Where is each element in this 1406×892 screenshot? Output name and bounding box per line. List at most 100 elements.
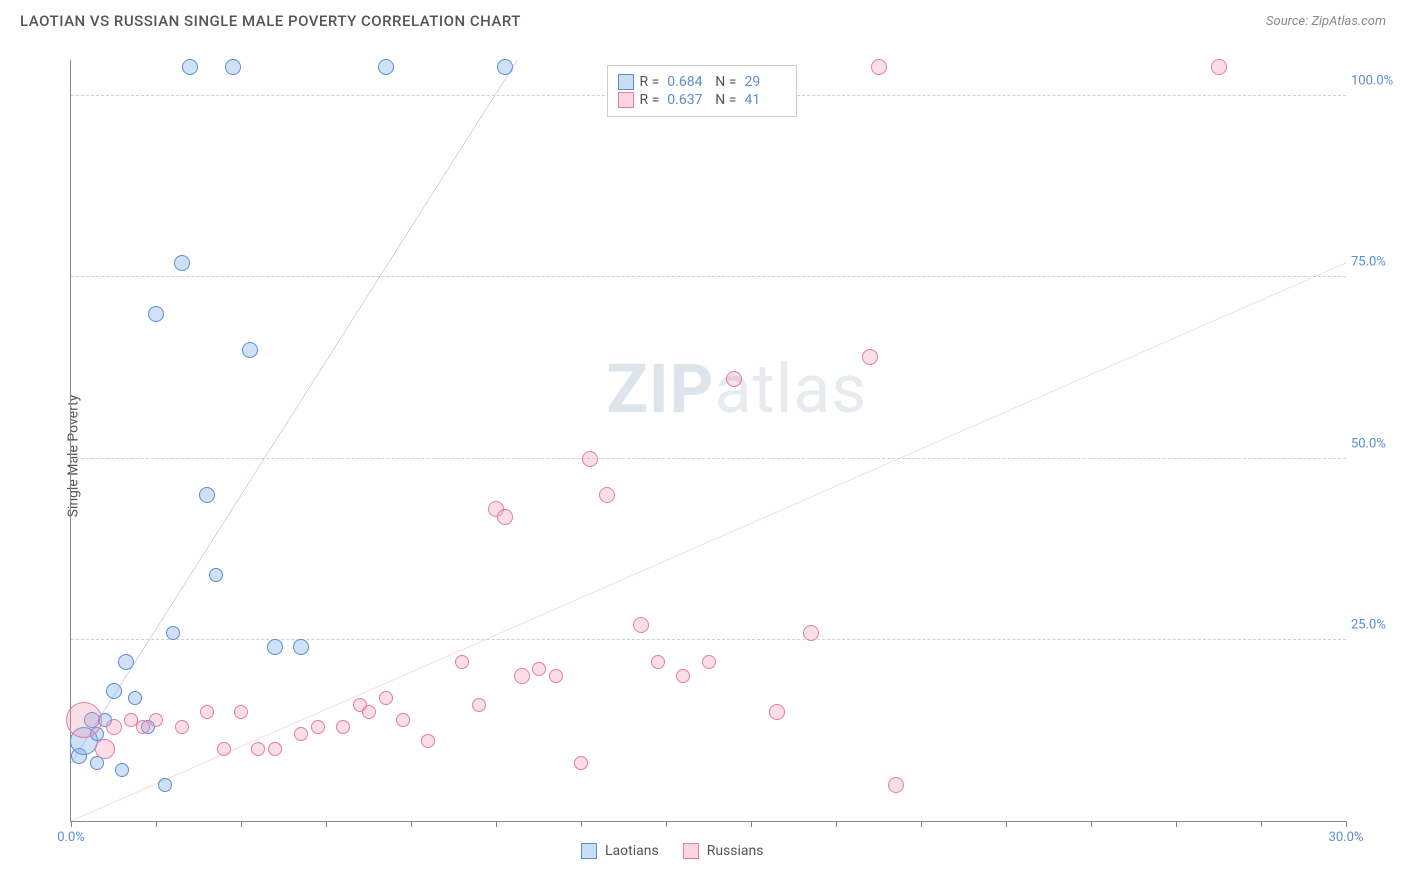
data-point-laotians — [293, 639, 309, 655]
data-point-russians — [379, 691, 393, 705]
x-tick-mark — [1091, 821, 1092, 827]
data-point-russians — [106, 719, 122, 735]
data-point-russians — [217, 742, 231, 756]
data-point-russians — [294, 727, 308, 741]
x-tick-mark — [581, 821, 582, 827]
y-tick-label: 75.0% — [1351, 255, 1401, 270]
x-tick-mark — [1176, 821, 1177, 827]
data-point-laotians — [166, 626, 180, 640]
chart-header: LAOTIAN VS RUSSIAN SINGLE MALE POVERTY C… — [0, 0, 1406, 36]
data-point-russians — [574, 756, 588, 770]
data-point-russians — [251, 742, 265, 756]
y-tick-label: 100.0% — [1351, 74, 1401, 89]
legend-row-laotians: R = 0.684 N = 29 — [618, 74, 787, 90]
r-label: R = — [640, 74, 660, 90]
data-point-russians — [472, 698, 486, 712]
legend-item-russians: Russians — [683, 843, 764, 859]
data-point-russians — [1211, 59, 1227, 75]
data-point-russians — [651, 655, 665, 669]
gridline-h — [71, 276, 1346, 277]
data-point-laotians — [225, 59, 241, 75]
data-point-laotians — [128, 691, 142, 705]
data-point-laotians — [267, 639, 283, 655]
data-point-russians — [95, 739, 115, 759]
swatch-pink — [618, 92, 634, 108]
legend-label-laotians: Laotians — [605, 843, 659, 859]
r-value-laotians: 0.684 — [667, 74, 709, 90]
swatch-blue — [581, 843, 597, 859]
x-tick-mark — [241, 821, 242, 827]
data-point-russians — [421, 734, 435, 748]
data-point-laotians — [158, 778, 172, 792]
data-point-laotians — [115, 763, 129, 777]
x-tick-mark — [156, 821, 157, 827]
data-point-russians — [455, 655, 469, 669]
x-tick-label: 30.0% — [1329, 830, 1364, 845]
data-point-russians — [769, 704, 785, 720]
data-point-laotians — [106, 683, 122, 699]
swatch-blue — [618, 74, 634, 90]
x-tick-mark — [1346, 821, 1347, 827]
n-value-russians: 41 — [744, 92, 786, 108]
watermark-atlas: atlas — [715, 349, 868, 429]
data-point-russians — [862, 349, 878, 365]
legend-row-russians: R = 0.637 N = 41 — [618, 92, 787, 108]
x-tick-mark — [666, 821, 667, 827]
data-point-russians — [396, 713, 410, 727]
data-point-russians — [514, 668, 530, 684]
x-tick-mark — [1006, 821, 1007, 827]
data-point-laotians — [497, 59, 513, 75]
legend-item-laotians: Laotians — [581, 843, 659, 859]
data-point-russians — [234, 705, 248, 719]
series-legend: Laotians Russians — [581, 843, 763, 859]
data-point-russians — [497, 509, 513, 525]
data-point-laotians — [209, 568, 223, 582]
data-point-laotians — [242, 342, 258, 358]
source-name: ZipAtlas.com — [1311, 14, 1386, 29]
data-point-laotians — [118, 654, 134, 670]
x-tick-mark — [411, 821, 412, 827]
data-point-laotians — [378, 59, 394, 75]
x-tick-mark — [496, 821, 497, 827]
x-tick-mark — [921, 821, 922, 827]
data-point-russians — [633, 617, 649, 633]
x-tick-label: 0.0% — [57, 830, 85, 845]
data-point-russians — [599, 487, 615, 503]
data-point-russians — [532, 662, 546, 676]
data-point-russians — [149, 713, 163, 727]
data-point-russians — [175, 720, 189, 734]
x-tick-mark — [751, 821, 752, 827]
r-value-russians: 0.637 — [667, 92, 709, 108]
plot-area: ZIPatlas R = 0.684 N = 29 R = 0.637 N = … — [70, 60, 1346, 822]
data-point-russians — [549, 669, 563, 683]
y-tick-label: 25.0% — [1351, 617, 1401, 632]
correlation-legend: R = 0.684 N = 29 R = 0.637 N = 41 — [607, 65, 798, 117]
data-point-russians — [362, 705, 376, 719]
chart-title: LAOTIAN VS RUSSIAN SINGLE MALE POVERTY C… — [20, 12, 521, 30]
legend-label-russians: Russians — [707, 843, 764, 859]
data-point-laotians — [148, 306, 164, 322]
data-point-russians — [200, 705, 214, 719]
n-value-laotians: 29 — [744, 74, 786, 90]
x-tick-mark — [71, 821, 72, 827]
data-point-russians — [702, 655, 716, 669]
data-point-russians — [268, 742, 282, 756]
x-tick-mark — [326, 821, 327, 827]
data-point-russians — [336, 720, 350, 734]
data-point-laotians — [199, 487, 215, 503]
data-point-russians — [888, 777, 904, 793]
data-point-laotians — [174, 255, 190, 271]
data-point-laotians — [182, 59, 198, 75]
trend-line-russians — [71, 263, 1346, 821]
source-attribution: Source: ZipAtlas.com — [1266, 14, 1386, 29]
n-label: N = — [715, 92, 736, 108]
data-point-russians — [803, 625, 819, 641]
source-prefix: Source: — [1266, 14, 1311, 29]
data-point-russians — [311, 720, 325, 734]
trend-line-laotians — [71, 60, 517, 763]
chart-container: Single Male Poverty ZIPatlas R = 0.684 N… — [20, 40, 1386, 872]
watermark: ZIPatlas — [607, 349, 868, 429]
gridline-h — [71, 458, 1346, 459]
data-point-russians — [726, 371, 742, 387]
y-tick-label: 50.0% — [1351, 436, 1401, 451]
